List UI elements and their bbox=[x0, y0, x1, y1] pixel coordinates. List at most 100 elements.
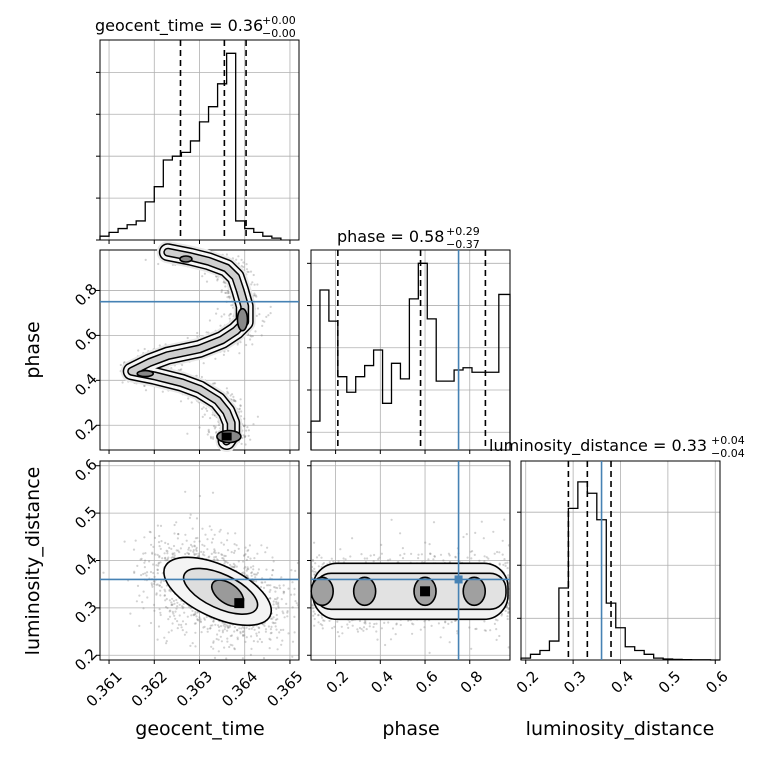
sample-point bbox=[142, 572, 145, 576]
sample-point bbox=[159, 524, 163, 528]
sample-point bbox=[229, 313, 232, 316]
sample-point bbox=[269, 312, 272, 315]
sample-point bbox=[153, 536, 157, 540]
sample-point bbox=[247, 555, 250, 559]
sample-point bbox=[214, 555, 218, 559]
sample-point bbox=[278, 631, 281, 634]
sample-point bbox=[201, 553, 205, 556]
sample-point bbox=[144, 389, 148, 392]
sample-point bbox=[214, 425, 217, 429]
sample-point bbox=[507, 574, 510, 577]
sample-point bbox=[483, 560, 486, 563]
sample-point bbox=[225, 657, 228, 660]
sample-point bbox=[254, 573, 257, 576]
sample-point bbox=[212, 620, 215, 623]
sample-point bbox=[215, 312, 218, 315]
sample-point bbox=[183, 611, 186, 614]
sample-point bbox=[243, 435, 246, 439]
y-axis-label-luminosity-distance: luminosity_distance bbox=[22, 467, 44, 656]
sample-point bbox=[165, 642, 168, 645]
sample-point bbox=[220, 315, 223, 318]
sample-point bbox=[195, 552, 198, 556]
sample-point bbox=[261, 319, 264, 322]
sample-point bbox=[243, 425, 246, 428]
sample-point bbox=[159, 561, 162, 564]
sample-point bbox=[176, 605, 179, 608]
density-peak-cell bbox=[234, 598, 245, 609]
histogram-step-line bbox=[99, 52, 282, 240]
sample-point bbox=[187, 548, 190, 551]
sample-point bbox=[280, 643, 283, 646]
sample-point bbox=[220, 290, 223, 294]
sample-point bbox=[466, 556, 469, 559]
sample-point bbox=[266, 546, 269, 549]
sample-point bbox=[317, 621, 320, 624]
sample-point bbox=[254, 576, 257, 579]
sample-point bbox=[274, 618, 278, 621]
sample-point bbox=[293, 593, 296, 596]
sample-point bbox=[143, 536, 146, 539]
y-axis-label-phase: phase bbox=[22, 321, 44, 378]
contour-peak bbox=[179, 255, 193, 263]
sample-point bbox=[194, 612, 197, 615]
sample-point bbox=[171, 553, 174, 556]
sample-point bbox=[241, 657, 244, 660]
sample-point bbox=[250, 571, 253, 575]
sample-point bbox=[253, 628, 256, 631]
sample-point bbox=[276, 618, 279, 621]
sample-point bbox=[255, 295, 258, 298]
sample-point bbox=[171, 597, 174, 600]
sample-point bbox=[225, 624, 229, 627]
sample-point bbox=[465, 533, 468, 536]
sample-point bbox=[172, 544, 176, 548]
sample-point bbox=[250, 635, 253, 638]
sample-point bbox=[232, 395, 235, 398]
sample-point bbox=[189, 513, 192, 516]
sample-point bbox=[240, 410, 243, 413]
sample-point bbox=[358, 619, 362, 623]
sample-point bbox=[504, 564, 507, 568]
sample-point bbox=[137, 349, 140, 352]
sample-point bbox=[253, 294, 256, 297]
sample-point bbox=[205, 280, 209, 283]
sample-point bbox=[208, 555, 211, 558]
sample-point bbox=[448, 641, 451, 644]
sample-point bbox=[185, 631, 188, 634]
sample-point bbox=[294, 569, 297, 573]
sample-point bbox=[296, 561, 299, 565]
sample-point bbox=[167, 542, 170, 546]
sample-point bbox=[401, 557, 405, 560]
x-tick-label: 0.4 bbox=[367, 667, 397, 697]
sample-point bbox=[193, 544, 196, 547]
sample-point bbox=[246, 426, 249, 429]
sample-point bbox=[169, 609, 172, 612]
sample-point bbox=[184, 533, 187, 536]
sample-point bbox=[242, 424, 245, 427]
sample-point bbox=[214, 431, 218, 434]
sample-point bbox=[501, 553, 504, 556]
sample-point bbox=[474, 531, 477, 535]
sample-point bbox=[211, 382, 214, 385]
sample-point bbox=[419, 628, 422, 631]
title-geocent-time: geocent_time = 0.36 +0.00 −0.00 bbox=[95, 14, 296, 40]
sample-point bbox=[181, 363, 184, 367]
sample-point bbox=[246, 574, 249, 577]
sample-point bbox=[168, 588, 171, 591]
sample-point bbox=[194, 631, 197, 634]
sample-point bbox=[203, 272, 206, 275]
sample-point bbox=[333, 625, 336, 628]
sample-point bbox=[164, 541, 167, 545]
sample-point bbox=[228, 295, 231, 298]
sample-point bbox=[468, 626, 471, 629]
sample-point bbox=[237, 255, 240, 258]
sample-point bbox=[216, 307, 219, 310]
sample-point bbox=[223, 646, 226, 649]
sample-point bbox=[278, 584, 281, 587]
sample-point bbox=[276, 636, 279, 639]
sample-point bbox=[212, 641, 215, 644]
sample-point bbox=[158, 545, 161, 548]
sample-point bbox=[271, 617, 274, 620]
sample-point bbox=[227, 292, 230, 295]
sample-point bbox=[320, 556, 323, 559]
sample-point bbox=[185, 539, 188, 542]
